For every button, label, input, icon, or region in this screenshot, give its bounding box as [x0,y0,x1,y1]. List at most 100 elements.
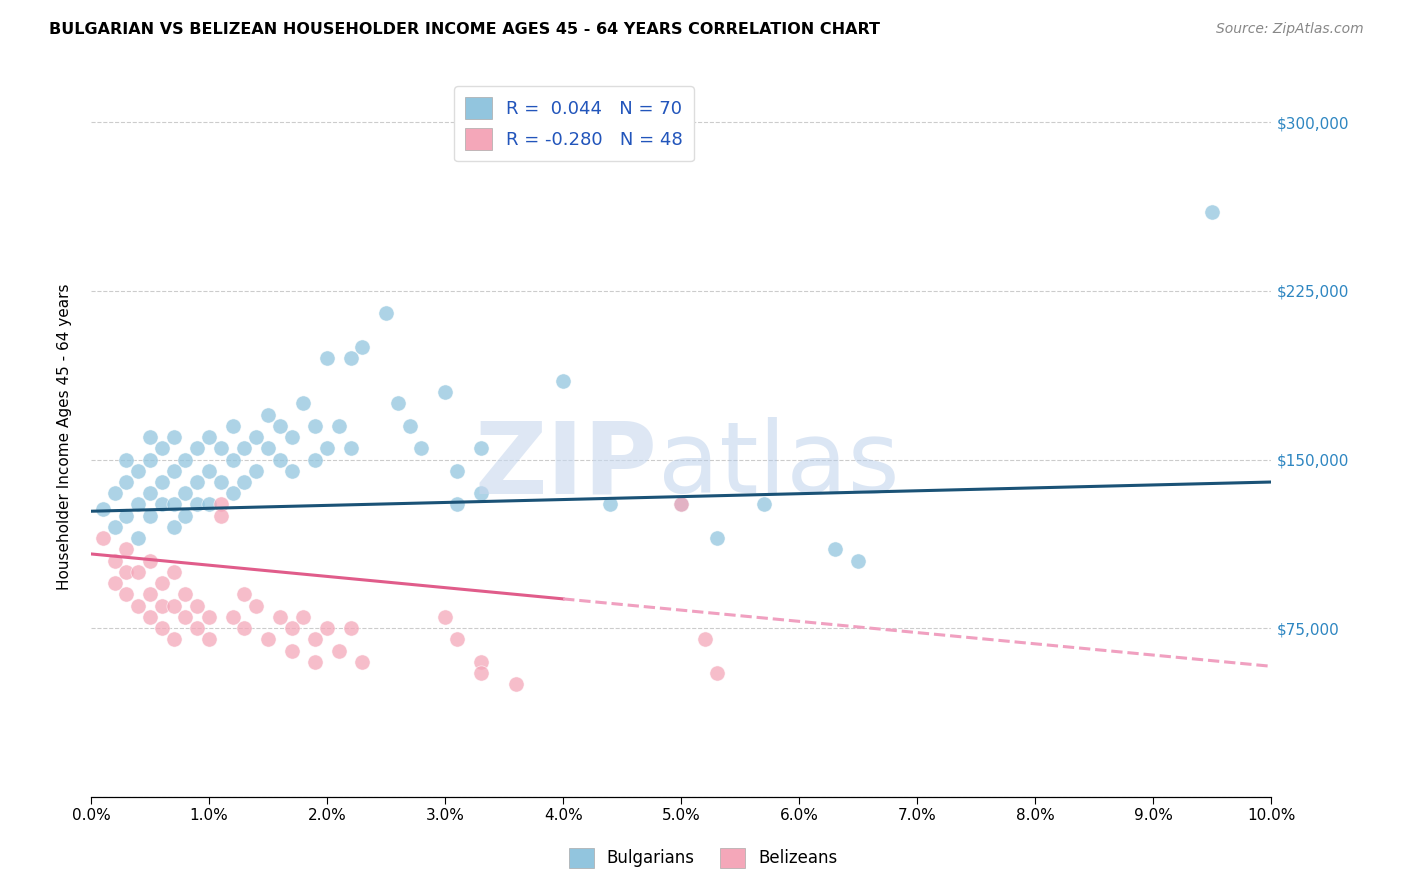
Point [162,599,184,613]
Point [280,464,302,478]
Point [198,464,221,478]
Point [257,408,280,422]
Point [387,396,409,410]
Point [162,464,184,478]
Point [245,430,267,444]
Point [150,599,173,613]
Point [139,587,162,601]
Point [434,385,457,400]
Point [269,418,291,433]
Point [706,531,728,545]
Point [280,430,302,444]
Point [304,632,326,647]
Point [245,464,267,478]
Point [115,565,138,579]
Point [186,475,208,489]
Point [221,452,243,467]
Point [434,610,457,624]
Legend: R =  0.044   N = 70, R = -0.280   N = 48: R = 0.044 N = 70, R = -0.280 N = 48 [454,87,695,161]
Point [304,418,326,433]
Point [352,340,374,354]
Point [139,508,162,523]
Point [221,486,243,500]
Point [209,498,232,512]
Point [162,565,184,579]
Point [186,442,208,456]
Point [150,498,173,512]
Point [339,351,361,366]
Point [150,621,173,635]
Text: ZIP: ZIP [475,417,658,515]
Point [846,554,869,568]
Point [470,655,492,669]
Point [505,677,527,691]
Point [174,452,197,467]
Point [127,498,149,512]
Point [257,632,280,647]
Point [174,610,197,624]
Point [127,565,149,579]
Point [446,464,468,478]
Point [174,587,197,601]
Point [669,498,692,512]
Point [115,508,138,523]
Point [103,486,125,500]
Point [257,442,280,456]
Point [316,442,339,456]
Point [470,486,492,500]
Point [139,430,162,444]
Point [198,430,221,444]
Point [162,632,184,647]
Point [162,498,184,512]
Point [127,464,149,478]
Point [150,442,173,456]
Point [328,643,350,657]
Text: Source: ZipAtlas.com: Source: ZipAtlas.com [1216,22,1364,37]
Point [174,508,197,523]
Point [233,442,256,456]
Point [221,418,243,433]
Point [198,498,221,512]
Point [150,475,173,489]
Point [186,599,208,613]
Point [470,666,492,681]
Point [162,520,184,534]
Text: BULGARIAN VS BELIZEAN HOUSEHOLDER INCOME AGES 45 - 64 YEARS CORRELATION CHART: BULGARIAN VS BELIZEAN HOUSEHOLDER INCOME… [49,22,880,37]
Point [316,351,339,366]
Point [139,610,162,624]
Point [339,442,361,456]
Point [669,498,692,512]
Point [162,430,184,444]
Point [127,599,149,613]
Point [115,542,138,557]
Point [304,452,326,467]
Point [209,475,232,489]
Point [103,554,125,568]
Point [553,374,575,388]
Point [91,502,114,516]
Point [245,599,267,613]
Point [209,442,232,456]
Point [706,666,728,681]
Point [198,610,221,624]
Text: atlas: atlas [658,417,900,515]
Point [328,418,350,433]
Point [304,655,326,669]
Point [375,306,398,320]
Point [209,508,232,523]
Y-axis label: Householder Income Ages 45 - 64 years: Householder Income Ages 45 - 64 years [58,284,72,591]
Point [139,486,162,500]
Point [139,452,162,467]
Point [233,621,256,635]
Point [446,632,468,647]
Point [316,621,339,635]
Point [280,643,302,657]
Point [269,452,291,467]
Point [233,587,256,601]
Legend: Bulgarians, Belizeans: Bulgarians, Belizeans [562,841,844,875]
Point [269,610,291,624]
Point [446,498,468,512]
Point [115,587,138,601]
Point [292,396,315,410]
Point [280,621,302,635]
